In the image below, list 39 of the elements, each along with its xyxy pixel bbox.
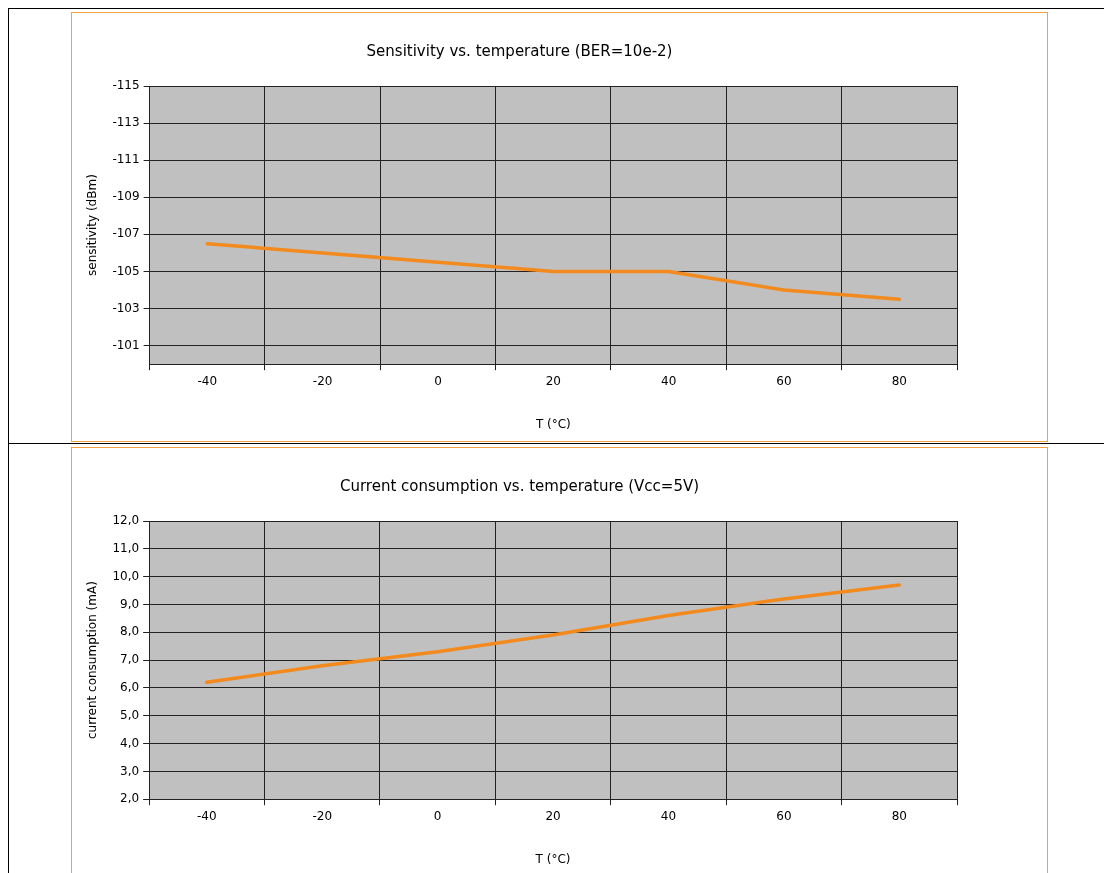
x-tick-label: 0 [434, 373, 442, 388]
x-tick-label: 0 [433, 808, 442, 823]
y-tick-label: 12,0 [112, 513, 140, 528]
x-tick-label: 40 [660, 808, 677, 823]
y-tick-label: -113 [112, 115, 140, 130]
y-tick-label: 11,0 [112, 540, 140, 555]
x-tick-label: 80 [891, 373, 907, 388]
y-tick-label: 9,0 [120, 596, 140, 611]
y-axis-title: current consumption (mA) [85, 581, 100, 740]
y-tick-label: 5,0 [120, 707, 140, 722]
x-tick-label: 60 [776, 808, 792, 823]
chart-title: Sensitivity vs. temperature (BER=10e-2) [366, 41, 673, 60]
y-tick-label: -107 [112, 226, 140, 241]
y-tick-label: -105 [112, 263, 140, 278]
y-tick-label: 3,0 [120, 763, 140, 778]
x-axis-title: T (°C) [534, 416, 571, 431]
x-tick-label: 80 [891, 808, 907, 823]
y-tick-label: -109 [112, 189, 140, 204]
x-tick-label: -40 [197, 808, 217, 823]
x-axis-title: T (°C) [534, 851, 571, 866]
y-tick-label: 4,0 [120, 735, 140, 750]
y-tick-label: -111 [112, 152, 140, 167]
y-tick-label: 7,0 [120, 652, 140, 667]
y-tick-label: -103 [112, 300, 140, 315]
x-tick-label: 60 [776, 373, 792, 388]
y-axis-title: sensitivity (dBm) [85, 174, 100, 277]
y-tick-label: 10,0 [112, 568, 140, 583]
x-tick-label: -20 [312, 373, 333, 388]
x-tick-label: 20 [545, 808, 561, 823]
y-tick-label: 8,0 [120, 624, 140, 639]
chart-title: Current consumption vs. temperature (Vcc=5V) [339, 476, 700, 495]
x-tick-label: -20 [312, 808, 333, 823]
y-tick-label: 6,0 [120, 680, 140, 695]
x-tick-label: 40 [661, 373, 677, 388]
x-tick-label: 20 [545, 373, 561, 388]
y-tick-label: -101 [112, 337, 140, 352]
x-tick-label: -40 [197, 373, 218, 388]
y-tick-label: 2,0 [120, 791, 140, 806]
y-tick-label: -115 [112, 78, 140, 93]
